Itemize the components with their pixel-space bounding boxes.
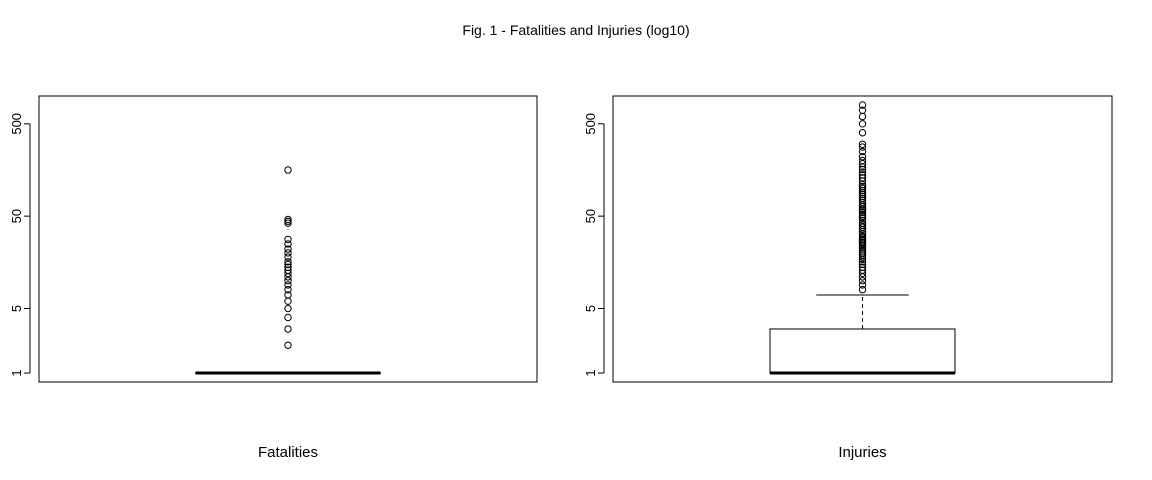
x-axis-label: Fatalities xyxy=(258,444,318,461)
outlier-point xyxy=(858,156,867,165)
y-tick-label: 1 xyxy=(583,369,598,376)
figure-title: Fig. 1 - Fatalities and Injuries (log10) xyxy=(462,22,689,38)
outlier-point xyxy=(858,120,867,128)
outlier-point xyxy=(858,159,867,168)
outlier-point xyxy=(858,194,867,203)
outlier-point xyxy=(284,325,292,333)
outlier-point xyxy=(858,232,867,241)
outlier-point xyxy=(284,215,292,224)
outlier-point xyxy=(284,291,292,299)
outlier-point xyxy=(284,249,292,257)
outlier-point xyxy=(858,174,867,182)
outlier-point xyxy=(858,249,867,257)
outlier-point xyxy=(858,263,867,271)
outlier-point xyxy=(858,210,867,219)
y-tick-label: 500 xyxy=(9,113,24,135)
outlier-point xyxy=(858,112,867,121)
outlier-point xyxy=(858,153,867,161)
y-tick-label: 500 xyxy=(583,113,598,135)
outlier-point xyxy=(284,219,292,227)
outlier-point xyxy=(284,304,292,313)
outlier-point xyxy=(284,260,292,269)
outlier-point xyxy=(284,341,292,349)
y-tick-label: 50 xyxy=(9,209,24,223)
x-axis-label: Injuries xyxy=(838,444,886,461)
outlier-point xyxy=(858,129,867,137)
outlier-point xyxy=(284,297,292,305)
outlier-point xyxy=(858,184,867,193)
outlier-point xyxy=(284,266,292,274)
box-iqr xyxy=(769,328,956,374)
boxplot-panel-2: 1 5 50 500 Injuries xyxy=(583,95,1113,461)
outlier-point xyxy=(858,147,867,156)
outlier-point xyxy=(858,251,867,259)
boxplot-panel-1: 1 5 50 500 Fatalities xyxy=(9,95,538,461)
outlier-point xyxy=(284,235,292,244)
y-tick-label: 5 xyxy=(9,305,24,312)
y-tick-label: 50 xyxy=(583,209,598,223)
outlier-point xyxy=(284,253,292,261)
outlier-point xyxy=(858,165,867,174)
y-tick-label: 1 xyxy=(9,369,24,376)
outlier-point xyxy=(284,245,292,253)
outlier-point xyxy=(284,240,292,248)
outlier-point xyxy=(858,101,867,109)
outlier-point xyxy=(858,285,867,294)
outlier-point xyxy=(858,168,867,176)
outlier-point xyxy=(858,208,867,217)
outlier-point xyxy=(284,313,292,322)
outlier-point xyxy=(284,281,292,289)
outlier-point xyxy=(858,281,867,289)
outlier-point xyxy=(858,106,867,115)
outlier-point xyxy=(858,219,867,227)
outlier-point xyxy=(858,186,867,195)
outlier-point xyxy=(858,140,867,148)
outlier-point xyxy=(858,221,867,229)
outlier-point xyxy=(284,166,292,174)
outlier-point xyxy=(858,277,867,285)
outlier-point xyxy=(284,285,292,294)
outlier-point xyxy=(284,263,292,271)
outlier-point xyxy=(284,277,292,285)
plot-frame xyxy=(38,95,538,383)
outlier-point xyxy=(858,182,867,191)
outlier-point xyxy=(858,266,867,274)
y-tick-label: 5 xyxy=(583,305,598,312)
outlier-point xyxy=(284,258,292,266)
outlier-point xyxy=(858,143,867,151)
outlier-point xyxy=(858,247,867,255)
outlier-point xyxy=(858,216,867,225)
outlier-point xyxy=(858,260,867,269)
plot-frame xyxy=(612,95,1113,383)
outlier-point xyxy=(858,171,867,179)
